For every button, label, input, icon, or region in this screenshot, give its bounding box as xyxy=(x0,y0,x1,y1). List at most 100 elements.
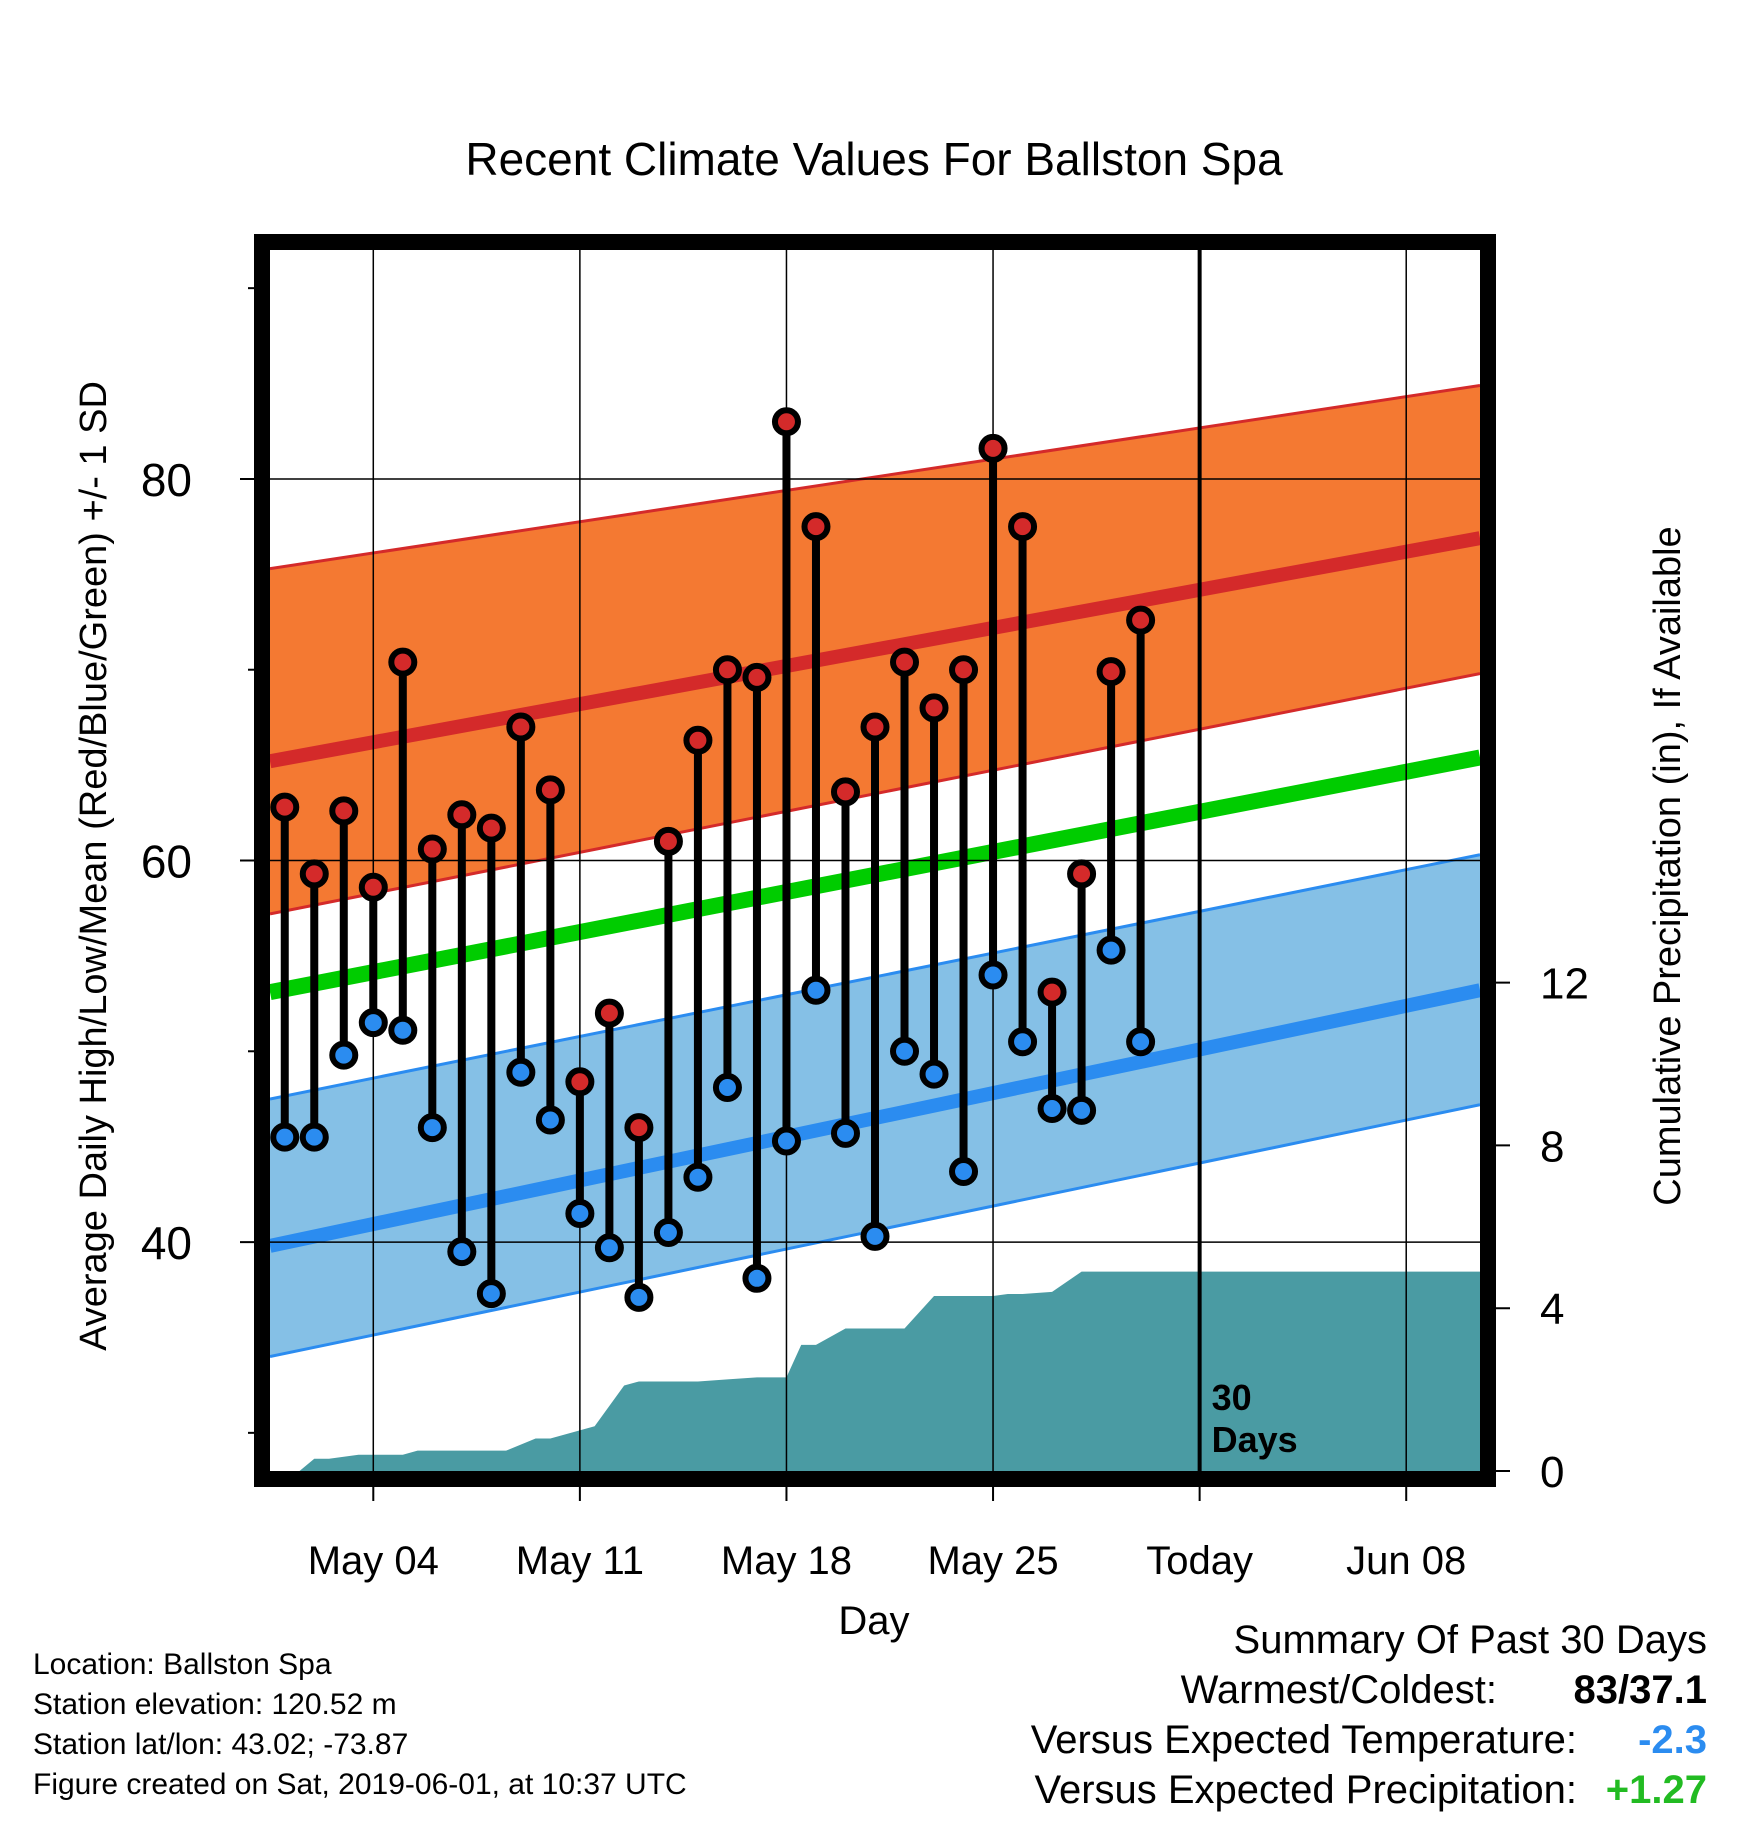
low-temp-marker xyxy=(801,975,831,1005)
today-annotation: Days xyxy=(1212,1419,1298,1460)
x-tick-label: Jun 08 xyxy=(1346,1539,1466,1583)
high-temp-marker xyxy=(388,647,418,677)
low-temp-marker xyxy=(535,1105,565,1135)
high-temp-marker xyxy=(978,433,1008,463)
station-info: Location: Ballston Spa Station elevation… xyxy=(33,1645,687,1805)
high-temp-marker xyxy=(801,512,831,542)
y-axis-label: Average Daily High/Low/Mean (Red/Blue/Gr… xyxy=(73,381,115,1351)
low-temp-marker xyxy=(683,1162,713,1192)
low-temp-marker xyxy=(1126,1027,1156,1057)
high-temp-marker xyxy=(565,1067,595,1097)
info-latlon: Station lat/lon: 43.02; -73.87 xyxy=(33,1728,409,1761)
high-temp-marker xyxy=(1096,657,1126,687)
low-temp-marker xyxy=(624,1282,654,1312)
low-temp-marker xyxy=(712,1073,742,1103)
x-axis-label: Day xyxy=(838,1599,909,1643)
info-elevation: Station elevation: 120.52 m xyxy=(33,1688,397,1721)
high-temp-marker xyxy=(624,1113,654,1143)
summary-warmest-label: Warmest/Coldest: xyxy=(1180,1668,1497,1712)
high-temp-marker xyxy=(712,655,742,685)
low-temp-marker xyxy=(594,1233,624,1263)
high-temp-marker xyxy=(830,777,860,807)
high-normal-line xyxy=(270,531,1480,769)
low-temp-marker xyxy=(358,1008,388,1038)
low-temp-marker xyxy=(1096,935,1126,965)
high-temp-marker xyxy=(771,407,801,437)
low-temp-marker xyxy=(742,1263,772,1293)
high-temp-marker xyxy=(1008,512,1038,542)
high-temp-marker xyxy=(358,872,388,902)
low-temp-marker xyxy=(978,960,1008,990)
high-temp-marker xyxy=(417,834,447,864)
low-temp-marker xyxy=(476,1279,506,1309)
high-temp-marker xyxy=(506,712,536,742)
x-tick-label: May 25 xyxy=(927,1539,1058,1583)
summary-title: Summary Of Past 30 Days xyxy=(1233,1618,1707,1662)
high-temp-marker xyxy=(447,800,477,830)
x-tick-label: Today xyxy=(1146,1539,1253,1583)
high-temp-marker xyxy=(535,775,565,805)
summary-warmest-value: 83/37.1 xyxy=(1573,1668,1707,1712)
high-temp-marker xyxy=(1126,605,1156,635)
high-temp-marker xyxy=(919,693,949,723)
x-tick-label: May 11 xyxy=(516,1539,644,1583)
low-temp-marker xyxy=(506,1057,536,1087)
high-temp-marker xyxy=(683,725,713,755)
summary-temp-row: Versus Expected Temperature: -2.3 xyxy=(1031,1718,1707,1763)
y2-tick-label: 0 xyxy=(1540,1448,1564,1497)
high-plus-sd-line xyxy=(270,383,1480,571)
high-temp-marker xyxy=(860,712,890,742)
low-temp-marker xyxy=(565,1198,595,1228)
high-temp-marker xyxy=(594,998,624,1028)
info-location: Location: Ballston Spa xyxy=(33,1648,332,1681)
summary-temp-value: -2.3 xyxy=(1638,1718,1707,1762)
low-temp-marker xyxy=(771,1126,801,1156)
y2-tick-label: 12 xyxy=(1540,960,1589,1009)
low-temp-marker xyxy=(949,1156,979,1186)
high-temp-marker xyxy=(476,813,506,843)
low-temp-marker xyxy=(860,1221,890,1251)
high-temp-marker xyxy=(742,662,772,692)
low-temp-marker xyxy=(1067,1095,1097,1125)
high-temp-marker xyxy=(1037,977,1067,1007)
y2-axis-label: Cumulative Precipitation (in), If Availa… xyxy=(1647,526,1689,1205)
high-temp-marker xyxy=(949,655,979,685)
low-temp-marker xyxy=(417,1113,447,1143)
high-temp-marker xyxy=(890,647,920,677)
y2-tick-label: 8 xyxy=(1540,1122,1564,1171)
low-temp-marker xyxy=(329,1040,359,1070)
summary-precip-row: Versus Expected Precipitation: +1.27 xyxy=(1034,1768,1707,1813)
summary-precip-value: +1.27 xyxy=(1605,1768,1707,1812)
axes: 40 60 80 0 4 8 12 May 04 May 11 May 18 May 25 Today… xyxy=(141,234,1589,1583)
low-temp-marker xyxy=(653,1218,683,1248)
low-temp-marker xyxy=(890,1036,920,1066)
high-temp-marker xyxy=(329,796,359,826)
low-temp-marker xyxy=(1008,1027,1038,1057)
y-tick-label: 40 xyxy=(141,1217,192,1269)
x-tick-label: May 18 xyxy=(721,1539,852,1583)
high-temp-marker xyxy=(299,859,329,889)
summary-temp-label: Versus Expected Temperature: xyxy=(1030,1718,1577,1762)
info-created: Figure created on Sat, 2019-06-01, at 10… xyxy=(33,1768,687,1801)
low-temp-marker xyxy=(1037,1094,1067,1124)
precip-area xyxy=(270,1271,1480,1471)
low-temp-marker xyxy=(830,1118,860,1148)
low-temp-marker xyxy=(447,1237,477,1267)
today-annotation: 30 xyxy=(1212,1377,1252,1418)
low-temp-marker xyxy=(388,1015,418,1045)
high-temp-marker xyxy=(653,826,683,856)
y-tick-label: 60 xyxy=(141,836,192,888)
x-tick-label: May 04 xyxy=(308,1539,439,1583)
low-temp-marker xyxy=(919,1059,949,1089)
y-tick-label: 80 xyxy=(141,454,192,506)
high-temp-marker xyxy=(1067,859,1097,889)
y2-tick-label: 4 xyxy=(1540,1285,1564,1334)
low-temp-marker xyxy=(299,1122,329,1152)
summary-precip-label: Versus Expected Precipitation: xyxy=(1034,1768,1577,1812)
chart-title: Recent Climate Values For Ballston Spa xyxy=(465,133,1283,185)
summary-warmest-row: Warmest/Coldest: 83/37.1 xyxy=(1181,1668,1707,1713)
low-temp-marker xyxy=(270,1122,300,1152)
